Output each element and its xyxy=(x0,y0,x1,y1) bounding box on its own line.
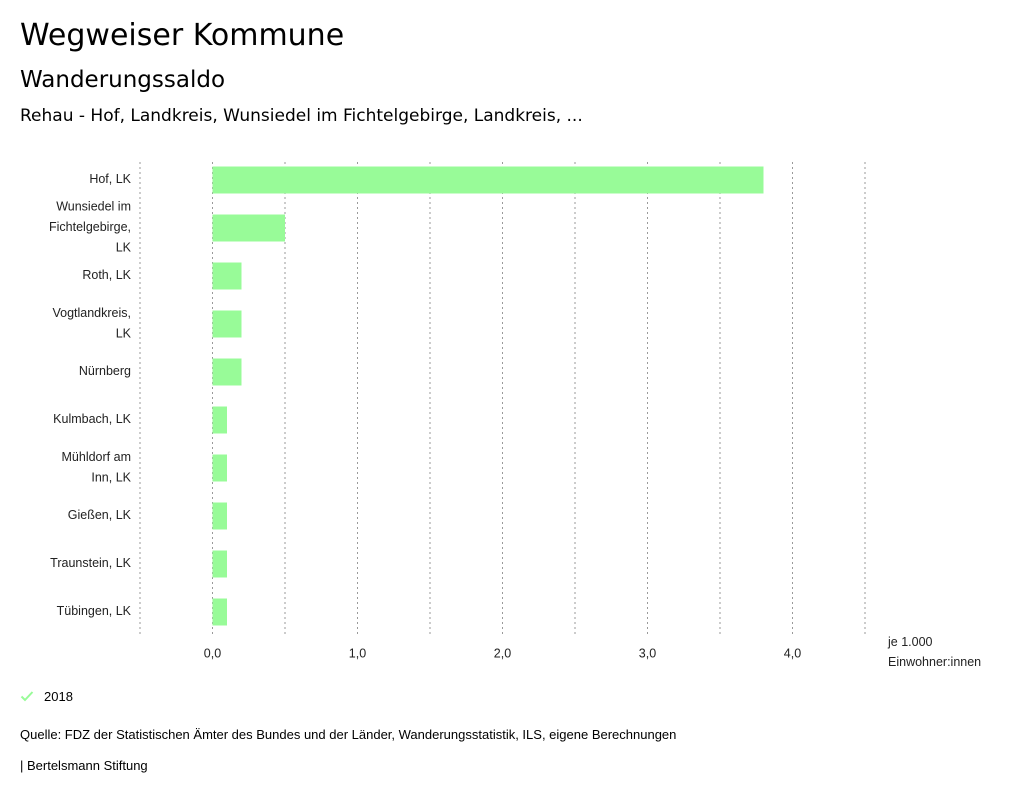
bar-4[interactable] xyxy=(212,358,242,386)
category-label-2: Roth, LK xyxy=(82,268,131,282)
category-label-9: Tübingen, LK xyxy=(57,604,132,618)
region-label: Rehau - Hof, Landkreis, Wunsiedel im Fic… xyxy=(20,106,583,126)
category-label-5: Kulmbach, LK xyxy=(53,412,131,426)
bar-9[interactable] xyxy=(212,598,228,626)
x-tick-label-3: 3,0 xyxy=(639,646,656,660)
bar-6[interactable] xyxy=(212,454,228,482)
category-label-3: Vogtlandkreis, LK xyxy=(52,306,131,341)
bar-7[interactable] xyxy=(212,502,228,530)
bar-1[interactable] xyxy=(212,214,286,242)
bar-8[interactable] xyxy=(212,550,228,578)
x-tick-label-1: 1,0 xyxy=(349,646,366,660)
bar-2[interactable] xyxy=(212,262,242,290)
bar-0[interactable] xyxy=(212,166,764,194)
checkmark-icon[interactable] xyxy=(20,689,34,703)
x-axis-unit-label: je 1.000 Einwohner:innen xyxy=(887,635,981,669)
x-tick-label-4: 4,0 xyxy=(784,646,801,660)
category-label-4: Nürnberg xyxy=(79,364,131,378)
category-label-6: Mühldorf am Inn, LK xyxy=(62,450,132,485)
legend-item-2018[interactable]: 2018 xyxy=(44,688,73,704)
category-label-0: Hof, LK xyxy=(89,172,131,186)
bar-3[interactable] xyxy=(212,310,242,338)
bar-chart: Hof, LK Wunsiedel im Fichtelgebirge, LK Roth… xyxy=(49,162,981,669)
credit-note: | Bertelsmann Stiftung xyxy=(20,758,148,773)
x-tick-label-0: 0,0 xyxy=(204,646,221,660)
x-tick-label-2: 2,0 xyxy=(494,646,511,660)
source-note: Quelle: FDZ der Statistischen Ämter des … xyxy=(20,727,677,742)
bar-5[interactable] xyxy=(212,406,228,434)
category-label-1: Wunsiedel im Fichtelgebirge, LK xyxy=(49,200,132,255)
legend: 2018 xyxy=(20,686,73,706)
page-title: Wegweiser Kommune xyxy=(20,18,345,53)
category-label-8: Traunstein, LK xyxy=(50,556,131,570)
category-label-7: Gießen, LK xyxy=(68,508,132,522)
chart-subtitle: Wanderungssaldo xyxy=(20,67,226,93)
